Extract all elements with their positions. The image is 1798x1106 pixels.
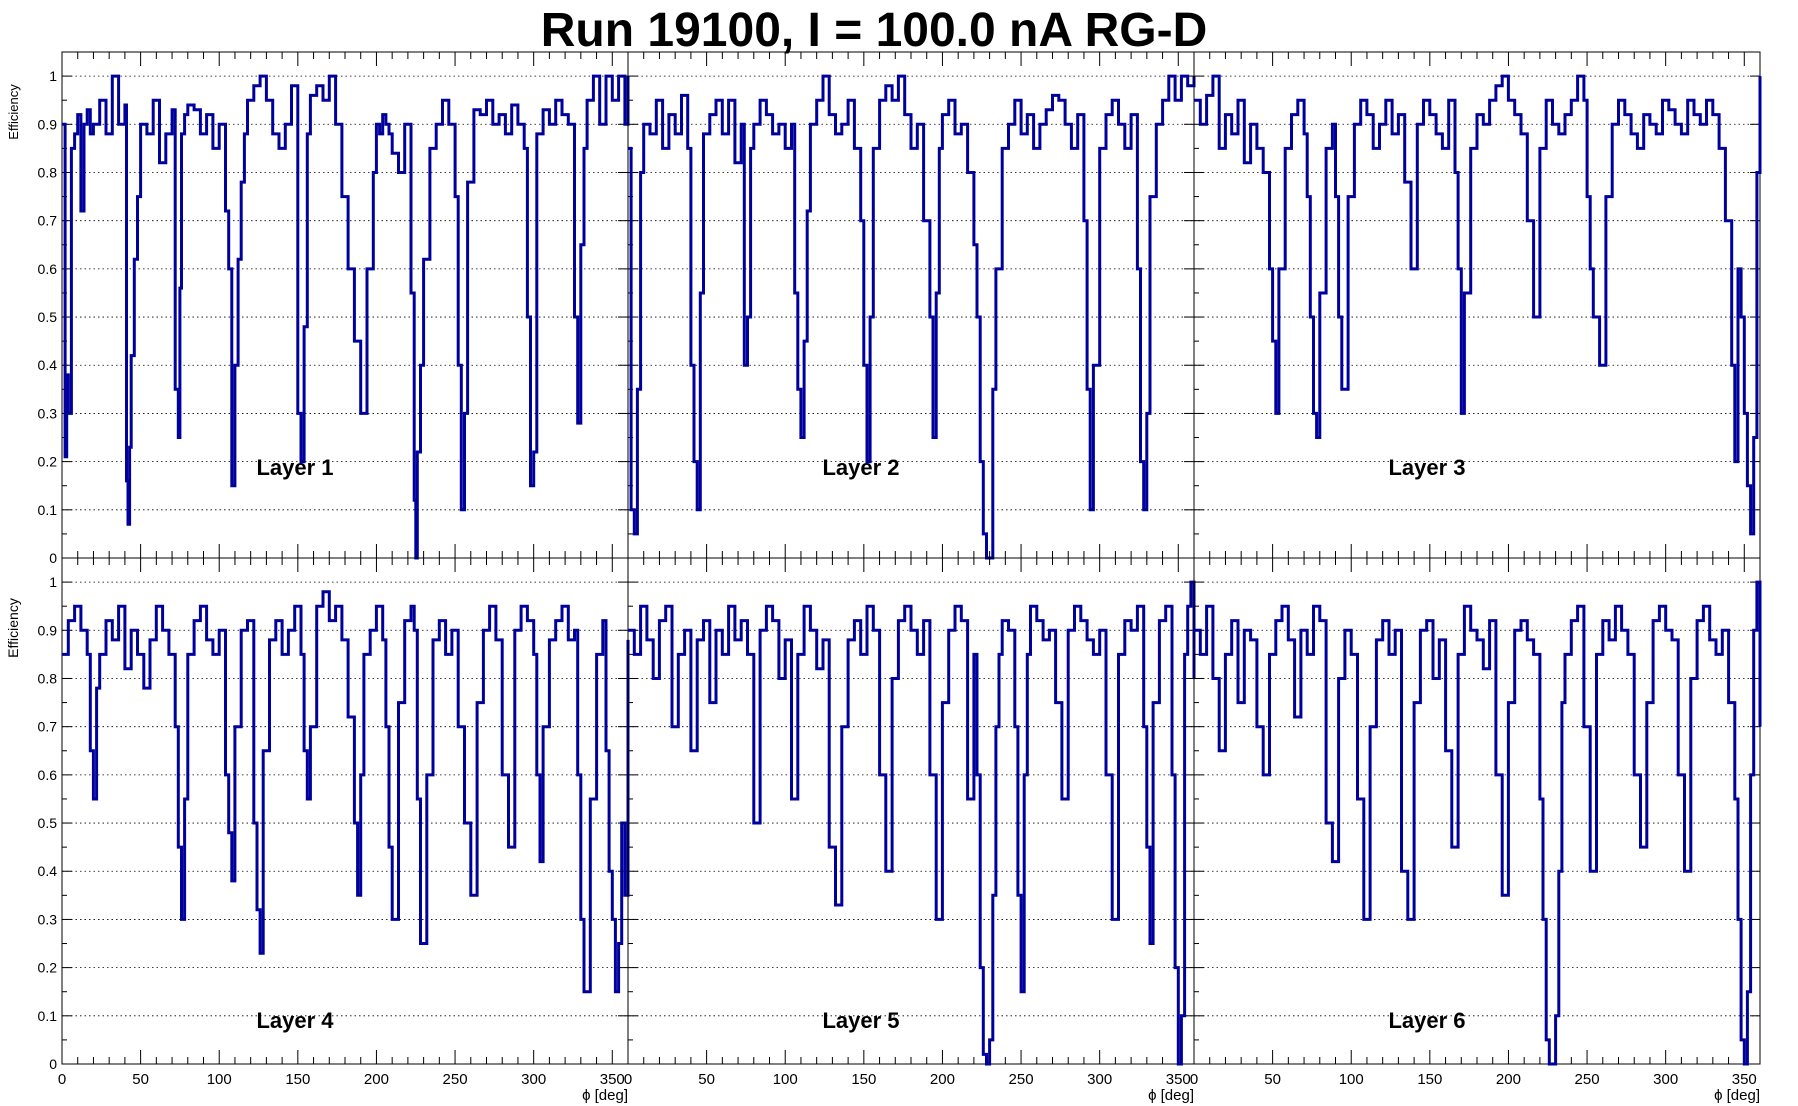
series-line	[1194, 580, 1762, 1066]
y-tick-label: 0.1	[38, 1008, 58, 1024]
x-axis-label: ϕ [deg]	[1714, 1087, 1760, 1104]
x-tick-label: 200	[364, 1071, 389, 1088]
y-tick-label: 0.8	[38, 670, 58, 686]
y-tick-label: 1	[49, 68, 57, 84]
y-tick-label: 0.2	[38, 960, 58, 976]
y-axis-label: Efficiency	[6, 84, 21, 140]
panel-3: Layer 3	[1193, 51, 1762, 559]
y-tick-label: 0.2	[38, 454, 58, 470]
panel-1: 0 0.1 0.2 0.3 0.4 0.5 0.6 0.7 0.8 0.9 1 Layer 1 Effi…	[6, 51, 630, 566]
x-tick-label: 350	[600, 1071, 625, 1088]
y-tick-label: 0.9	[38, 622, 58, 638]
panel-6: 0 50 100 150 200 250 300 350 Layer 6 ϕ [deg]	[1190, 557, 1762, 1104]
series-line	[628, 580, 1196, 1066]
x-axis-label: ϕ [deg]	[582, 1087, 628, 1104]
x-tick-label: 150	[1417, 1071, 1442, 1088]
panel-label: Layer 3	[1388, 455, 1465, 480]
y-tick-label: 1	[49, 574, 57, 590]
x-tick-label: 50	[132, 1071, 149, 1088]
x-tick-label: 350	[1732, 1071, 1757, 1088]
series-line	[628, 74, 1196, 560]
y-tick-label: 0.6	[38, 261, 58, 277]
x-tick-label: 200	[1496, 1071, 1521, 1088]
panel-label: Layer 1	[256, 455, 333, 480]
x-tick-label: 0	[58, 1071, 66, 1088]
x-tick-label: 100	[773, 1071, 798, 1088]
x-tick-label: 0	[1190, 1071, 1198, 1088]
x-tick-label: 0	[624, 1071, 632, 1088]
y-tick-label: 0.4	[38, 357, 58, 373]
x-tick-label: 250	[1009, 1071, 1034, 1088]
x-tick-label: 300	[1653, 1071, 1678, 1088]
x-tick-label: 50	[1264, 1071, 1281, 1088]
panel-5: 0 50 100 150 200 250 300 350 Layer 5 ϕ [deg]	[624, 557, 1196, 1104]
x-tick-label: 250	[1575, 1071, 1600, 1088]
x-axis-label: ϕ [deg]	[1148, 1087, 1194, 1104]
panel-frame	[627, 557, 1195, 1065]
panels-group: 0 0.1 0.2 0.3 0.4 0.5 0.6 0.7 0.8 0.9 1 Layer 1 Effi…	[5, 51, 1762, 1104]
panel-label: Layer 4	[256, 1008, 334, 1033]
x-tick-label: 200	[930, 1071, 955, 1088]
series-line	[1194, 74, 1762, 536]
y-tick-label: 0.4	[38, 863, 58, 879]
x-tick-label: 350	[1166, 1071, 1191, 1088]
x-tick-label: 50	[698, 1071, 715, 1088]
x-tick-label: 100	[1339, 1071, 1364, 1088]
series-line	[62, 74, 630, 560]
x-tick-label: 150	[285, 1071, 310, 1088]
y-tick-label: 0.9	[38, 116, 58, 132]
panel-label: Layer 5	[822, 1008, 899, 1033]
y-tick-label: 0.7	[38, 719, 58, 735]
y-tick-label: 0.7	[38, 213, 58, 229]
y-tick-label: 0.1	[38, 502, 58, 518]
figure-title: Run 19100, I = 100.0 nA RG-D	[541, 4, 1207, 57]
y-tick-label: 0.3	[38, 911, 58, 927]
panel-label: Layer 6	[1388, 1008, 1465, 1033]
series-line	[62, 590, 630, 994]
x-tick-label: 300	[1087, 1071, 1112, 1088]
y-tick-label: 0.8	[38, 164, 58, 180]
x-tick-label: 100	[207, 1071, 232, 1088]
x-tick-label: 300	[521, 1071, 546, 1088]
y-tick-label: 0.3	[38, 405, 58, 421]
panel-label: Layer 2	[822, 455, 899, 480]
x-tick-label: 250	[443, 1071, 468, 1088]
y-tick-label: 0	[49, 550, 57, 566]
x-tick-label: 150	[851, 1071, 876, 1088]
y-tick-label: 0.5	[38, 815, 58, 831]
y-tick-label: 0	[49, 1056, 57, 1072]
y-axis-label: Efficiency	[5, 598, 21, 658]
y-tick-label: 0.6	[38, 767, 58, 783]
panel-4: 0 0.1 0.2 0.3 0.4 0.5 0.6 0.7 0.8 0.9 1 0 50 100 150 20…	[5, 557, 630, 1104]
y-tick-label: 0.5	[38, 309, 58, 325]
panel-2: Layer 2	[627, 51, 1196, 560]
